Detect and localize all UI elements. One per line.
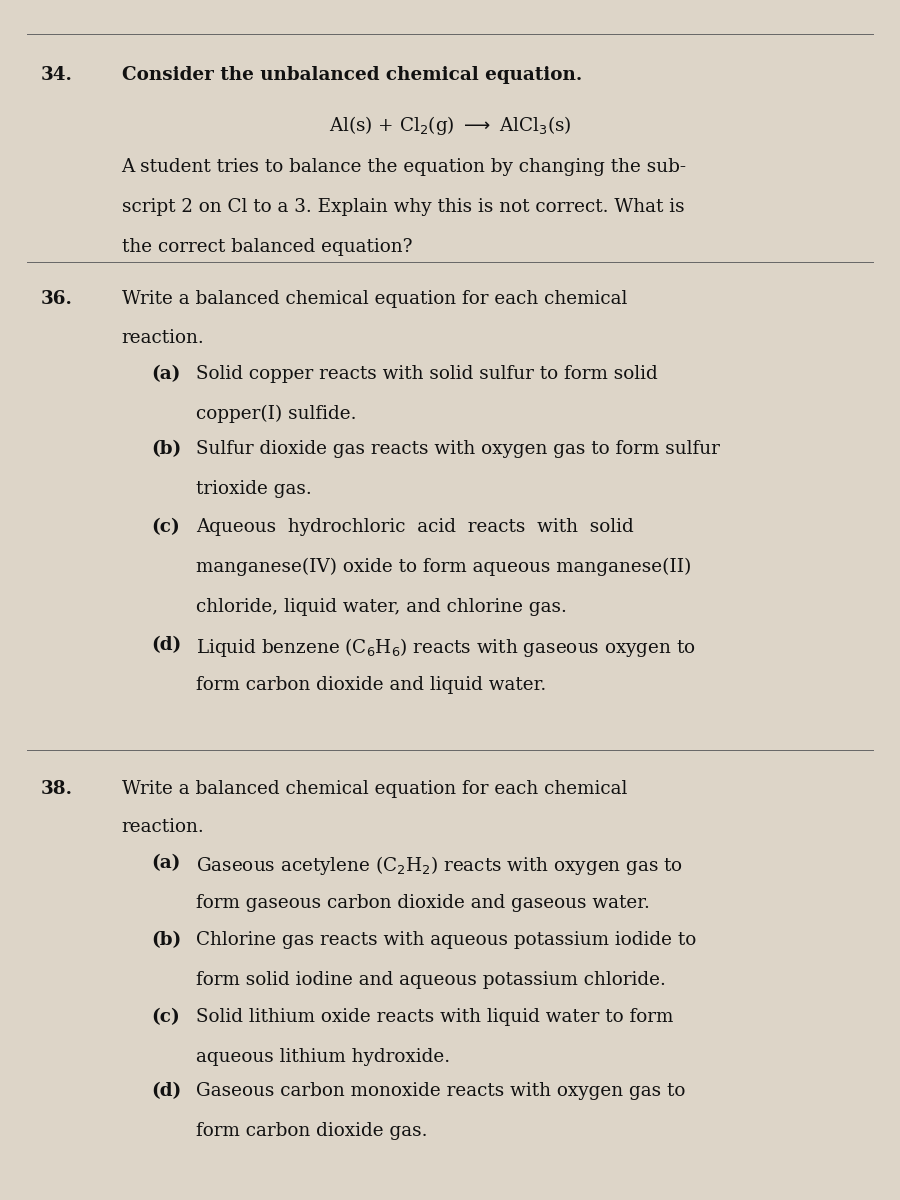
Text: script 2 on Cl to a 3. Explain why this is not correct. What is: script 2 on Cl to a 3. Explain why this … — [122, 198, 684, 216]
Text: form carbon dioxide gas.: form carbon dioxide gas. — [196, 1122, 428, 1140]
Text: A student tries to balance the equation by changing the sub-: A student tries to balance the equation … — [122, 158, 687, 176]
Text: (b): (b) — [151, 931, 182, 949]
Text: form solid iodine and aqueous potassium chloride.: form solid iodine and aqueous potassium … — [196, 971, 666, 989]
Text: copper(I) sulfide.: copper(I) sulfide. — [196, 404, 356, 422]
Text: Chlorine gas reacts with aqueous potassium iodide to: Chlorine gas reacts with aqueous potassi… — [196, 931, 697, 949]
Text: form gaseous carbon dioxide and gaseous water.: form gaseous carbon dioxide and gaseous … — [196, 894, 650, 912]
Text: Aqueous  hydrochloric  acid  reacts  with  solid: Aqueous hydrochloric acid reacts with so… — [196, 518, 634, 536]
Text: the correct balanced equation?: the correct balanced equation? — [122, 238, 412, 256]
Text: aqueous lithium hydroxide.: aqueous lithium hydroxide. — [196, 1048, 450, 1066]
Text: (d): (d) — [151, 1082, 182, 1100]
Text: (c): (c) — [151, 1008, 180, 1026]
Text: (b): (b) — [151, 440, 182, 458]
Text: form carbon dioxide and liquid water.: form carbon dioxide and liquid water. — [196, 676, 546, 694]
Text: Write a balanced chemical equation for each chemical: Write a balanced chemical equation for e… — [122, 780, 627, 798]
Text: Solid lithium oxide reacts with liquid water to form: Solid lithium oxide reacts with liquid w… — [196, 1008, 673, 1026]
Text: manganese(IV) oxide to form aqueous manganese(II): manganese(IV) oxide to form aqueous mang… — [196, 558, 691, 576]
Text: (a): (a) — [151, 365, 181, 383]
Text: Write a balanced chemical equation for each chemical: Write a balanced chemical equation for e… — [122, 290, 627, 308]
Text: reaction.: reaction. — [122, 329, 204, 347]
Text: chloride, liquid water, and chlorine gas.: chloride, liquid water, and chlorine gas… — [196, 598, 567, 616]
Text: trioxide gas.: trioxide gas. — [196, 480, 312, 498]
Text: (a): (a) — [151, 854, 181, 872]
Text: 34.: 34. — [40, 66, 72, 84]
Text: Sulfur dioxide gas reacts with oxygen gas to form sulfur: Sulfur dioxide gas reacts with oxygen ga… — [196, 440, 720, 458]
Text: 36.: 36. — [40, 290, 72, 308]
Text: Al(s) + Cl$_2$(g) $\longrightarrow$ AlCl$_3$(s): Al(s) + Cl$_2$(g) $\longrightarrow$ AlCl… — [328, 114, 572, 137]
Text: Liquid benzene (C$_6$H$_6$) reacts with gaseous oxygen to: Liquid benzene (C$_6$H$_6$) reacts with … — [196, 636, 696, 659]
Text: (c): (c) — [151, 518, 180, 536]
Text: Solid copper reacts with solid sulfur to form solid: Solid copper reacts with solid sulfur to… — [196, 365, 658, 383]
Text: Gaseous acetylene (C$_2$H$_2$) reacts with oxygen gas to: Gaseous acetylene (C$_2$H$_2$) reacts wi… — [196, 854, 683, 877]
Text: Consider the unbalanced chemical equation.: Consider the unbalanced chemical equatio… — [122, 66, 581, 84]
Text: Gaseous carbon monoxide reacts with oxygen gas to: Gaseous carbon monoxide reacts with oxyg… — [196, 1082, 686, 1100]
Text: reaction.: reaction. — [122, 818, 204, 836]
Text: (d): (d) — [151, 636, 182, 654]
Text: 38.: 38. — [40, 780, 73, 798]
